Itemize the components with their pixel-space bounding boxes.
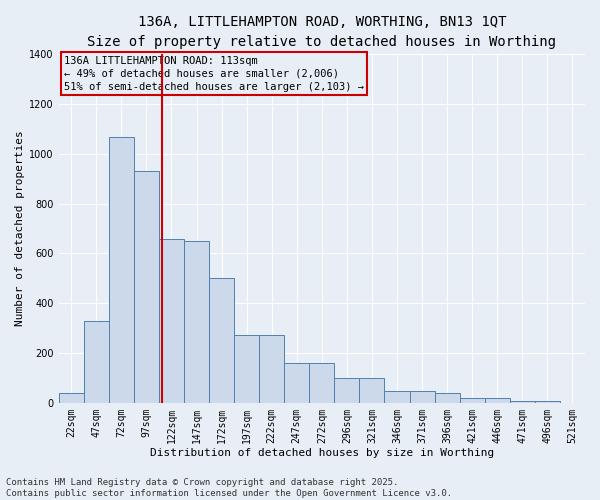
Bar bbox=[284, 364, 309, 403]
Bar bbox=[410, 390, 434, 403]
Bar bbox=[485, 398, 510, 403]
Bar bbox=[309, 364, 334, 403]
Bar bbox=[159, 238, 184, 403]
Bar bbox=[259, 334, 284, 403]
Y-axis label: Number of detached properties: Number of detached properties bbox=[15, 130, 25, 326]
Bar bbox=[84, 321, 109, 403]
Text: Contains HM Land Registry data © Crown copyright and database right 2025.
Contai: Contains HM Land Registry data © Crown c… bbox=[6, 478, 452, 498]
Bar bbox=[134, 171, 159, 403]
Bar bbox=[59, 393, 84, 403]
Bar bbox=[460, 398, 485, 403]
Bar bbox=[209, 278, 234, 403]
Bar bbox=[385, 390, 410, 403]
Bar bbox=[184, 241, 209, 403]
Bar bbox=[359, 378, 385, 403]
Bar bbox=[234, 334, 259, 403]
Text: 136A LITTLEHAMPTON ROAD: 113sqm
← 49% of detached houses are smaller (2,006)
51%: 136A LITTLEHAMPTON ROAD: 113sqm ← 49% of… bbox=[64, 56, 364, 92]
X-axis label: Distribution of detached houses by size in Worthing: Distribution of detached houses by size … bbox=[150, 448, 494, 458]
Bar bbox=[434, 393, 460, 403]
Bar bbox=[510, 400, 535, 403]
Bar bbox=[334, 378, 359, 403]
Bar bbox=[535, 401, 560, 403]
Bar bbox=[109, 138, 134, 403]
Title: 136A, LITTLEHAMPTON ROAD, WORTHING, BN13 1QT
Size of property relative to detach: 136A, LITTLEHAMPTON ROAD, WORTHING, BN13… bbox=[88, 15, 556, 48]
